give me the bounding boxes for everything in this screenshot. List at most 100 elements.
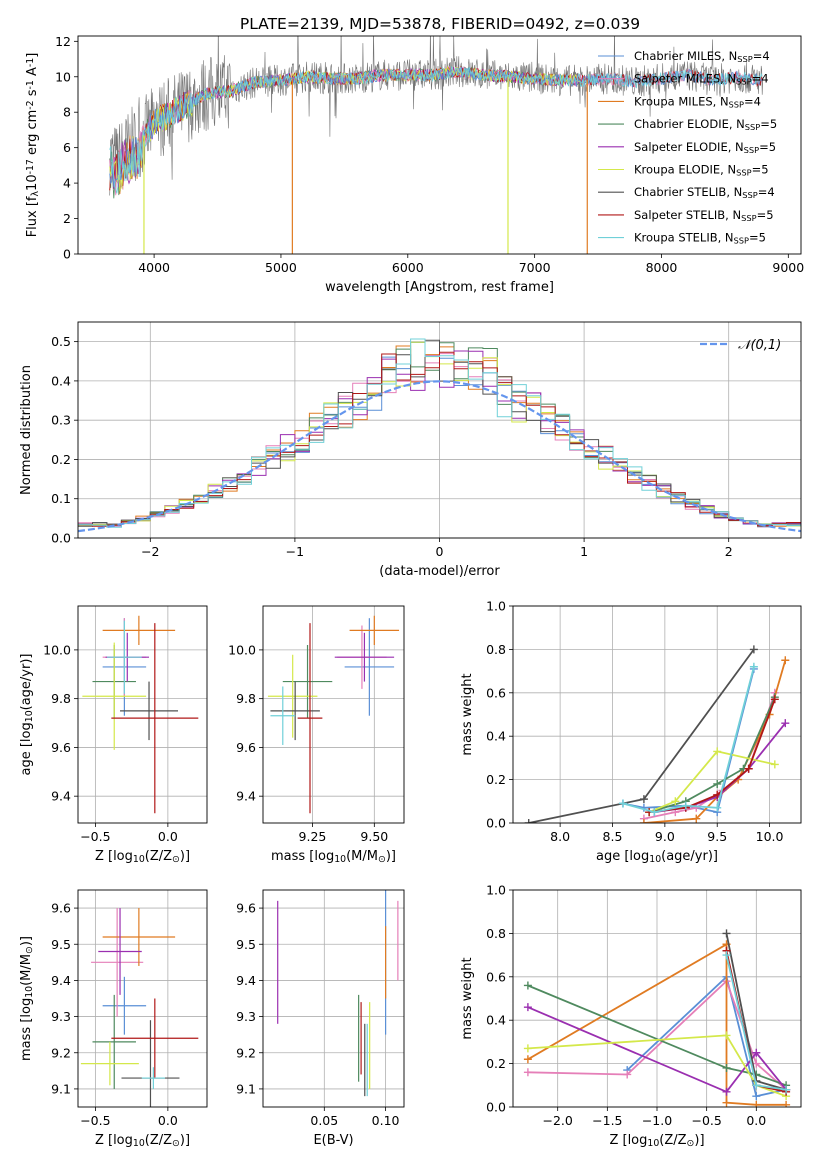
series-marker [523,1044,532,1053]
series-marker [752,1100,761,1107]
figure-title: PLATE=2139, MJD=53878, FIBERID=0492, z=0… [240,15,640,33]
errorbar-STELIB_Salpeter [297,623,323,814]
series-marker [744,764,753,773]
axes-frame [262,605,405,824]
y-tick-label: 9.6 [236,901,256,916]
errorbar-STELIB_Kroupa [270,686,296,745]
errorbar-STELIB_Kroupa [106,620,142,694]
series-ELODIE_Salpeter [523,1003,791,1096]
series-marker [650,808,659,817]
axis-ticks: −0.5 0.0 9.1 9.2 9.3 9.4 9.5 9.6 [51,901,178,1128]
y-tick-label: 8 [63,105,71,120]
spectrum-line-STELIB_Kroupa [109,66,763,194]
panel-mw_vs_age: 8.0 8.5 9.0 9.5 10.0 0.0 0.2 0.4 0.6 0.8 1.0 age [l… [460,599,802,865]
series-marker [781,656,790,665]
y-axis-label: mass weight [460,673,475,755]
series-marker [752,1048,761,1057]
x-tick-label: −1 [286,544,304,559]
y-tick-label: 0.4 [486,1013,506,1028]
series-line [527,1006,787,1093]
y-tick-label: 0.4 [486,729,506,744]
series-MILES_Kroupa [639,656,790,823]
x-tick-label: 6000 [392,260,424,275]
series-marker [752,1092,761,1101]
y-tick-label: 0.4 [51,373,71,388]
y-tick-label: 6 [63,140,71,155]
y-tick-label: 12 [55,34,71,49]
series-marker [722,1031,731,1040]
errorbar-ELODIE_Salpeter [98,908,142,995]
series-marker [782,1100,791,1107]
y-tick-label: 9.4 [236,789,256,804]
x-axis-label: E(B-V) [313,1133,353,1148]
legend-label-MILES_Kroupa: Kroupa MILES, NSSP​=4 [634,94,761,109]
errorbar-ELODIE_Kroupa [267,654,318,738]
errorbar-STELIB_Chabrier [120,681,179,741]
panel-age_vs_mass: 9.25 9.50 9.4 9.6 9.8 10.0 mass [log10​(M/M⊙​)… [228,605,405,865]
y-tick-label: 9.5 [236,937,256,952]
legend-label-STELIB_Chabrier: Chabrier STELIB, NSSP​=4 [634,185,775,200]
x-tick-label: 4000 [138,260,170,275]
y-tick-label: 9.1 [51,1081,71,1096]
y-tick-label: 0.6 [486,685,506,700]
x-tick-label: 9.50 [360,829,388,844]
gaussian-curve [78,380,801,533]
series-marker [623,1070,632,1079]
y-tick-label: 0.8 [486,642,506,657]
series-line [527,1034,787,1098]
series-STELIB_Kroupa [618,662,758,817]
legend-label-MILES_Chabrier: Chabrier MILES, NSSP​=4 [634,49,770,64]
x-tick-label: 5000 [265,260,297,275]
y-tick-label: 10.0 [228,642,256,657]
y-tick-label: 9.2 [51,1045,71,1060]
series-marker [752,1081,761,1090]
errorbar-ELODIE_Kroupa [82,642,147,750]
x-axis-label: mass [log10​(M/M⊙​)] [271,849,396,865]
x-tick-label: 9.5 [707,829,727,844]
legend-label-ELODIE_Chabrier: Chabrier ELODIE, NSSP​=5 [634,117,777,132]
y-tick-label: 0.2 [486,1056,506,1071]
series-line [626,975,787,1098]
series-marker [722,1098,731,1107]
x-axis-label: (data-model)/error [379,564,500,579]
series-marker [713,803,722,812]
y-tick-label: 0.1 [51,491,71,506]
axis-ticks: 9.25 9.50 9.4 9.6 9.8 10.0 [228,642,388,844]
x-tick-label: 9000 [772,260,804,275]
legend-label-ELODIE_Kroupa: Kroupa ELODIE, NSSP​=5 [634,163,769,178]
series-marker [722,1063,731,1072]
panel-mass_vs_EBV: 0.05 0.10 9.1 9.2 9.3 9.4 9.5 9.6 E(B-V) [236,889,405,1148]
x-tick-label: 8.0 [550,829,570,844]
axes-frame [512,889,802,1108]
y-tick-label: 0.8 [486,926,506,941]
errorbar-ELODIE_Kroupa [80,1041,139,1086]
x-tick-label: 8.5 [603,829,623,844]
axis-ticks: 0.05 0.10 9.1 9.2 9.3 9.4 9.5 9.6 [236,901,399,1128]
series-marker [523,1055,532,1064]
histogram-STELIB_Salpeter [78,351,801,527]
y-tick-label: 0.3 [51,413,71,428]
series-marker [770,695,779,704]
series-marker [722,951,731,960]
y-tick-label: 9.4 [51,973,71,988]
plot-area [267,615,400,814]
plot-area [523,929,791,1107]
x-tick-label: 7000 [519,260,551,275]
series-marker [671,797,680,806]
x-tick-label: 0 [436,544,444,559]
axis-ticks: 8.0 8.5 9.0 9.5 10.0 0.0 0.2 0.4 0.6 0.8 1.0 [486,599,783,845]
series-line [648,696,776,813]
y-tick-label: 9.3 [51,1009,71,1024]
y-axis-label: Normed distribution [19,365,34,495]
axes-frame [262,889,405,1108]
y-axis-label: Flux [fλ​10-17​ erg cm-2​ s-1​ A-1​] [25,53,41,238]
x-tick-label: −0.5 [80,829,110,844]
y-tick-label: 0.0 [51,531,71,546]
errorbar-ELODIE_Chabrier [92,994,136,1089]
legend-label-STELIB_Salpeter: Salpeter STELIB, NSSP​=5 [634,208,774,223]
y-tick-label: 10.0 [43,642,71,657]
panel-mw_vs_Z: −2.0 −1.5 −1.0 −0.5 0.0 0.0 0.2 0.4 0.6 0.8 1.0 Z [… [460,883,802,1149]
series-marker [618,799,627,808]
x-tick-label: 1 [580,544,588,559]
